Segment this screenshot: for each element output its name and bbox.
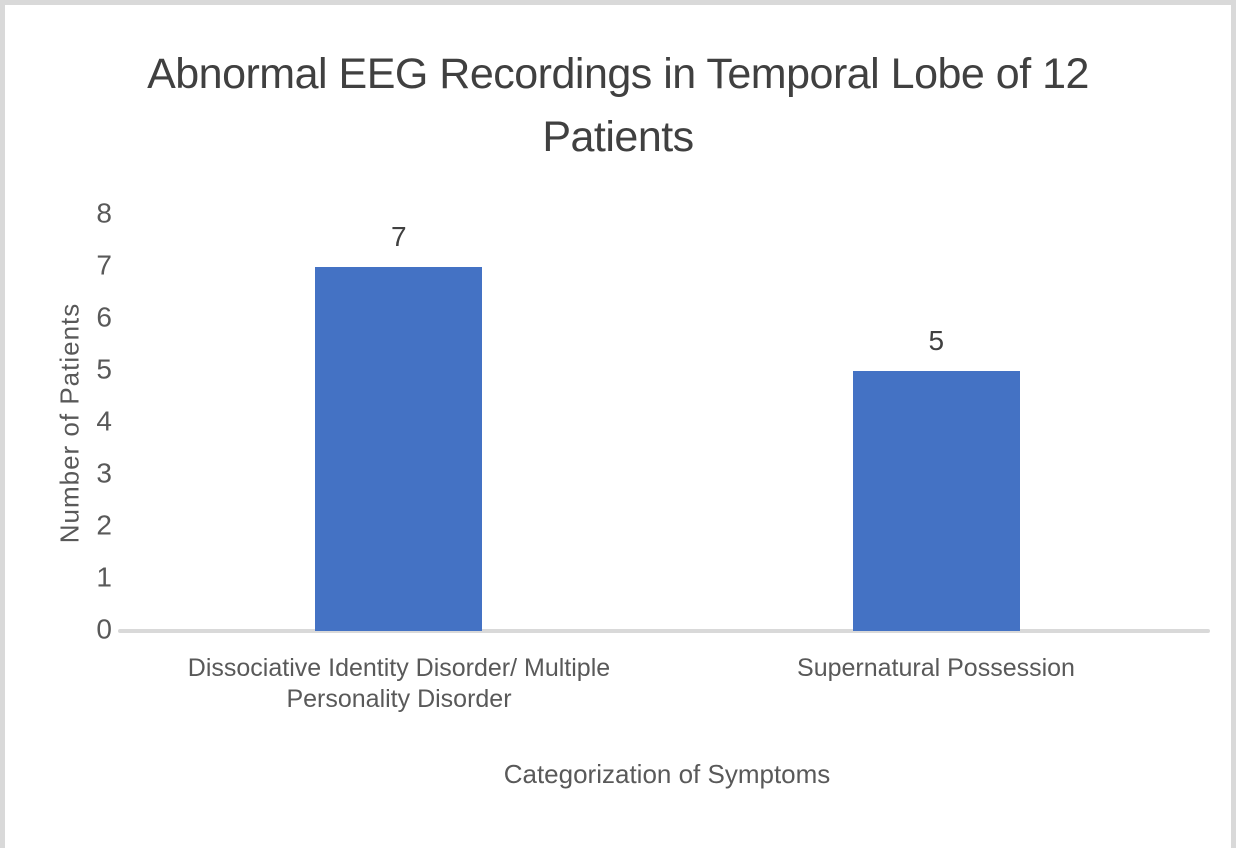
y-tick-label: 2 <box>96 509 112 541</box>
y-tick-label: 7 <box>96 249 112 281</box>
category-label: Dissociative Identity Disorder/ Multiple… <box>187 654 611 713</box>
bar <box>853 371 1020 631</box>
x-axis-title: Categorization of Symptoms <box>503 759 831 789</box>
x-axis-line <box>118 629 1210 633</box>
y-tick-label: 6 <box>96 301 112 333</box>
bar-value-label: 7 <box>390 221 407 252</box>
bar <box>315 267 482 631</box>
bar-value-label: 5 <box>928 325 945 356</box>
category-label: Supernatural Possession <box>797 654 1075 682</box>
y-tick-label: 8 <box>96 197 112 229</box>
y-tick-label: 3 <box>96 457 112 489</box>
y-tick-label: 1 <box>96 561 112 593</box>
chart-title: Abnormal EEG Recordings in Temporal Lobe… <box>147 50 1089 161</box>
y-tick-label: 0 <box>96 613 112 645</box>
bar-chart: Abnormal EEG Recordings in Temporal Lobe… <box>5 5 1231 848</box>
y-tick-label: 5 <box>96 353 112 385</box>
y-tick-label: 4 <box>96 405 112 437</box>
